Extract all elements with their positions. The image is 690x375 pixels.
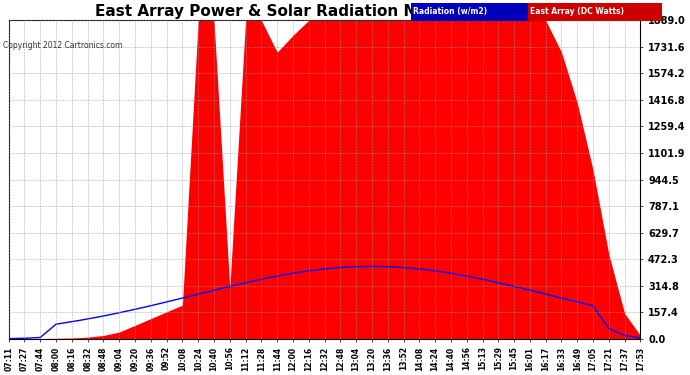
Title: East Array Power & Solar Radiation Mon Oct 15 18:08: East Array Power & Solar Radiation Mon O… xyxy=(95,4,555,19)
Text: Copyright 2012 Cartronics.com: Copyright 2012 Cartronics.com xyxy=(3,41,123,50)
Text: East Array (DC Watts): East Array (DC Watts) xyxy=(530,7,624,16)
Text: Radiation (w/m2): Radiation (w/m2) xyxy=(413,7,486,16)
